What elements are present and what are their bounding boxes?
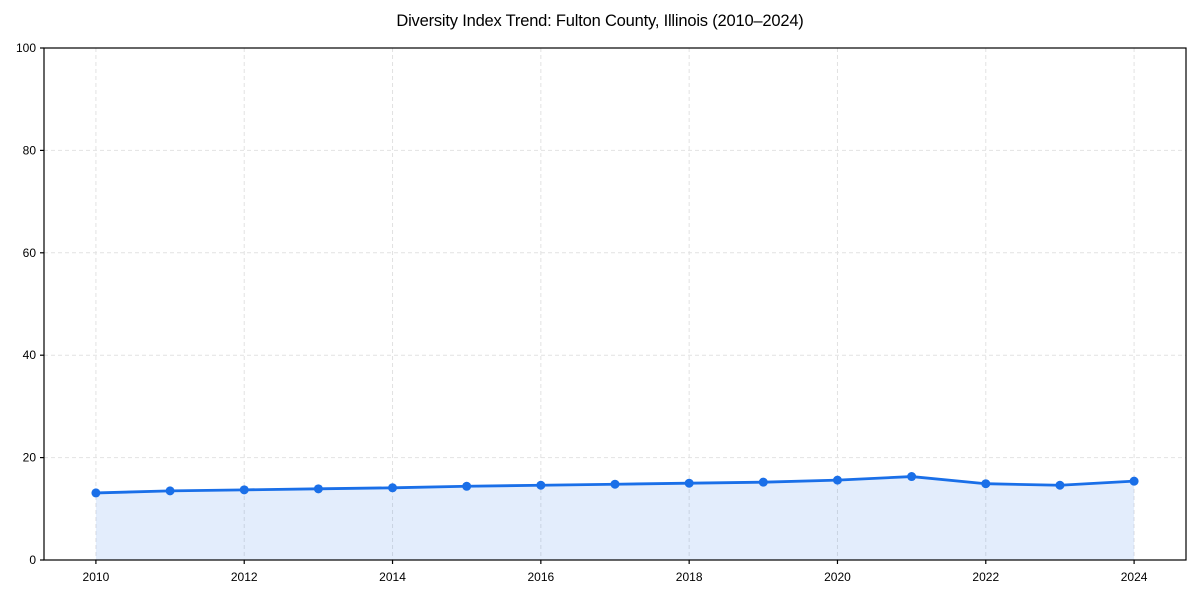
data-point-2019 — [758, 477, 768, 487]
data-point-2023 — [1055, 480, 1065, 490]
data-point-2018 — [684, 478, 694, 488]
data-point-2015 — [462, 481, 472, 491]
y-tick-label-40: 40 — [23, 348, 37, 362]
data-point-2014 — [388, 483, 398, 493]
y-tick-label-0: 0 — [29, 553, 36, 567]
data-point-2020 — [832, 475, 842, 485]
y-tick-label-100: 100 — [16, 41, 36, 55]
x-tick-label-2016: 2016 — [527, 570, 554, 584]
y-tick-label-20: 20 — [23, 451, 37, 465]
y-tick-label-60: 60 — [23, 246, 37, 260]
data-point-2024 — [1129, 476, 1139, 486]
x-tick-label-2018: 2018 — [676, 570, 703, 584]
x-tick-label-2020: 2020 — [824, 570, 851, 584]
x-tick-label-2014: 2014 — [379, 570, 406, 584]
data-point-2012 — [239, 485, 249, 495]
data-point-2021 — [907, 472, 917, 482]
x-tick-label-2012: 2012 — [231, 570, 258, 584]
x-tick-label-2022: 2022 — [972, 570, 999, 584]
data-point-2016 — [536, 480, 546, 490]
area-fill — [95, 476, 1135, 560]
y-tick-label-80: 80 — [23, 143, 37, 157]
data-point-2013 — [313, 484, 323, 494]
x-tick-label-2010: 2010 — [83, 570, 110, 584]
chart-title: Diversity Index Trend: Fulton County, Il… — [396, 12, 804, 30]
data-point-2010 — [91, 488, 101, 498]
data-point-2011 — [165, 486, 175, 496]
data-point-2022 — [981, 479, 991, 489]
plot-border — [43, 47, 1187, 561]
x-tick-label-2024: 2024 — [1121, 570, 1148, 584]
data-point-2017 — [610, 479, 620, 489]
